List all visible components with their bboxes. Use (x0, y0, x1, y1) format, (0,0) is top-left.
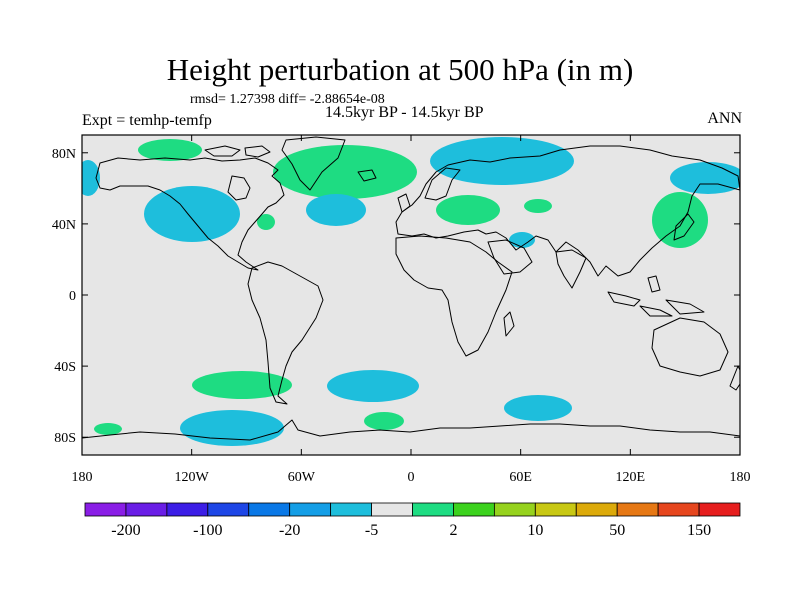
colorbar-label: -100 (193, 522, 222, 539)
colorbar-label: 150 (687, 522, 711, 539)
positive-anomaly-region (138, 139, 202, 161)
coastline-eurasia (395, 145, 740, 277)
negative-anomaly-region (430, 137, 574, 185)
coastline-japan (673, 213, 695, 241)
coastline-india (555, 249, 587, 289)
colorbar-swatch (207, 502, 250, 517)
coastline-arctic-islands (204, 145, 271, 158)
coastline-new-zealand (729, 365, 740, 391)
colorbar-label: 10 (527, 522, 543, 539)
x-tick-label: 120W (175, 470, 210, 485)
colorbar-swatch (453, 502, 495, 517)
coastline-scandinavia (424, 167, 461, 201)
positive-anomaly-region (652, 192, 708, 248)
coastlines (82, 136, 740, 441)
map-background (82, 135, 740, 455)
colorbar-swatch (289, 502, 332, 517)
x-tick-label: 60W (288, 470, 316, 485)
negative-anomaly-region (180, 410, 284, 446)
anomaly-regions (82, 137, 740, 446)
negative-anomaly-region (670, 162, 740, 194)
x-tick-label: 180 (72, 470, 93, 485)
positive-anomaly-region (192, 371, 292, 399)
colorbar-swatch (248, 502, 291, 517)
rmsd-diff-stats: rmsd= 1.27398 diff= -2.88654e-08 (190, 92, 385, 107)
positive-anomaly-region (436, 195, 500, 225)
coastline-british-isles (397, 193, 411, 213)
colorbar-label: -200 (111, 522, 140, 539)
colorbar-swatch (698, 502, 741, 517)
colorbar-swatch (534, 502, 577, 517)
colorbar-swatch (657, 502, 700, 517)
coastline-greenland (281, 136, 346, 191)
positive-anomaly-region (94, 423, 122, 435)
period-label: 14.5kyr BP - 14.5kyr BP (325, 104, 484, 121)
colorbar-swatch (125, 502, 168, 517)
colorbar-swatch (616, 502, 659, 517)
colorbar-swatch (412, 502, 454, 517)
colorbar-label: -5 (365, 522, 378, 539)
coastline-south-america (247, 261, 324, 405)
negative-anomaly-region (306, 194, 366, 226)
negative-anomaly-region (327, 370, 419, 402)
coastline-arabia (487, 239, 533, 275)
colorbar-swatch (166, 502, 209, 517)
coastline-australia (651, 317, 729, 377)
negative-anomaly-region (504, 395, 572, 421)
colorbar-swatch (493, 502, 536, 517)
colorbar-label: 2 (449, 522, 457, 539)
colorbar: -200 -100 -20 -5 2 10 50 150 (84, 502, 741, 539)
x-tick-label: 0 (408, 470, 415, 485)
y-tick-label: 80N (52, 147, 76, 162)
coastline-hudson-bay (227, 175, 251, 201)
negative-anomaly-region (82, 160, 100, 196)
colorbar-label: -20 (279, 522, 300, 539)
colorbar-swatch (84, 502, 127, 517)
x-tick-label: 180 (730, 470, 751, 485)
positive-anomaly-region (364, 412, 404, 430)
colorbar-swatch (575, 502, 618, 517)
positive-anomaly-region (257, 214, 275, 230)
x-tick-label: 120E (616, 470, 646, 485)
experiment-label: Expt = temhp-temfp (82, 112, 212, 129)
axis-labels: 180 120W 60W 0 60E 120E 180 80N 40N 0 40S 80S (52, 147, 751, 485)
coastline-maritime-continent (607, 275, 705, 317)
y-tick-label: 40S (54, 360, 76, 375)
colorbar-swatch (371, 502, 413, 517)
axis-ticks (81, 135, 741, 455)
y-tick-label: 40N (52, 218, 76, 233)
negative-anomaly-region (144, 186, 240, 242)
y-tick-label: 80S (54, 431, 76, 446)
x-tick-label: 60E (509, 470, 532, 485)
coastline-africa (395, 235, 513, 357)
map-title: Height perturbation at 500 hPa (in m) (166, 52, 634, 87)
coastline-north-america (95, 157, 285, 271)
colorbar-swatch (330, 502, 372, 517)
y-tick-label: 0 (69, 289, 76, 304)
positive-anomaly-region (524, 199, 552, 213)
positive-anomaly-region (273, 145, 417, 199)
coastline-antarctica (82, 419, 740, 441)
season-label: ANN (707, 110, 742, 127)
coastline-iceland (357, 169, 377, 182)
colorbar-label: 50 (609, 522, 625, 539)
coastline-madagascar (503, 311, 515, 337)
